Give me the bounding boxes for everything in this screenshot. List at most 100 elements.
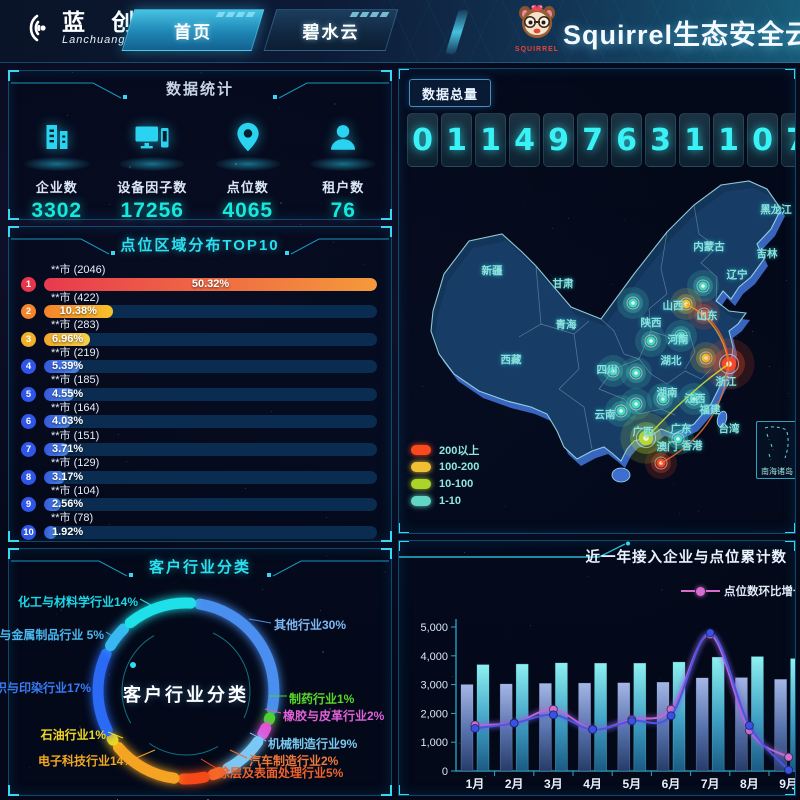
panel-title: 近一年接入企业与点位累计数 [586,546,788,567]
panel-corner-decoration [8,531,19,542]
rank-badge: 3 [21,332,36,347]
squirrel-mascot: SQUIRREL [512,3,562,53]
panel-corner-decoration [8,209,19,220]
province-label: 福建 [699,403,721,416]
top10-bar-line: 10 1.92% [21,525,377,539]
trend-line-marker [706,629,714,637]
mascot-caption: SQUIRREL [512,46,562,53]
top10-bar-line: 8 3.17% [21,470,377,484]
stat-glow-base [119,157,185,171]
top10-row-label: **市 (422) [51,292,377,305]
stat-value: 3302 [31,199,82,223]
province-label: 黑龙江 [760,203,792,216]
top10-percent-label: 4.03% [52,415,83,428]
donut-segment [130,603,190,623]
y-axis-tick-label: 3,000 [420,680,448,692]
trend-line-marker [785,766,793,774]
tab-home[interactable]: 首页 [128,9,258,51]
panel-corner-decoration [381,531,392,542]
panel-corner-decoration [381,226,392,237]
stat-item: 点位数 4065 [200,109,296,223]
stat-label: 设备因子数 [117,177,187,196]
top10-bar-track: 1.92% [44,526,377,539]
panel-corner-decoration [785,785,796,796]
counter-digit: 0 [747,113,778,167]
building-icon [39,109,75,155]
x-axis-month-label: 5月 [622,777,641,791]
lanchuang-logo-icon [16,10,52,46]
donut-inner-arc-decoration [122,636,154,723]
stat-glow-base [215,157,281,171]
province-label: 浙江 [716,375,737,388]
trend-legend-item[interactable]: 点位数环比增长率 [681,583,796,599]
map-legend-label: 200以上 [439,442,479,458]
province-label: 四川 [597,364,618,376]
trend-bar [539,683,551,771]
donut-label: 其他行业30% [274,616,346,633]
counter-digit: 9 [543,113,574,167]
device-icon [132,109,172,155]
map-legend-item[interactable]: 1-10 [411,492,479,509]
top10-percent-label: 3.71% [52,443,83,456]
counter-digit: 3 [645,113,676,167]
map-legend-item[interactable]: 10-100 [411,475,479,492]
top10-bar-track: 3.71% [44,443,377,456]
top10-row-label: **市 (164) [51,402,377,415]
top10-row-label: **市 (129) [51,457,377,470]
province-label: 青海 [556,318,577,331]
stat-label: 企业数 [36,177,78,196]
top10-bar-line: 1 50.32% [21,277,377,291]
x-axis-month-label: 8月 [740,777,759,791]
counter-digit: 1 [713,113,744,167]
top10-bar-list: **市 (2046) 1 50.32% **市 (422) 2 10.38% **市 (28… [21,264,377,540]
top10-row-label: **市 (283) [51,319,377,332]
map-legend-item[interactable]: 200以上 [411,441,479,458]
donut-label: 钢铁与金属制品行业 5% [0,626,104,643]
province-label: 陕西 [641,316,662,329]
x-axis-month-label: 2月 [505,777,524,791]
top10-bar-track: 6.96% [44,333,377,346]
top10-row-label: **市 (78) [51,512,377,525]
legend-dot [696,587,705,596]
panel-corner-decoration [8,226,19,237]
donut-inner-arc-decoration [149,743,218,755]
inset-islands-icon [757,424,795,468]
top10-bar-line: 5 4.55% [21,387,377,401]
stat-value: 76 [331,199,356,223]
donut-inner-dot-decoration [130,662,136,668]
panel-corner-decoration [398,540,409,551]
top10-row: **市 (2046) 1 50.32% [21,264,377,292]
panel-data-statistics: 数据统计 企业数 3302 设备因子数 17256 点位数 4065 租户数 76 [8,70,392,220]
data-total-counter: 011497631107 [407,113,796,167]
top10-bar-track: 50.32% [44,278,377,291]
map-legend-swatch [411,462,431,472]
stat-label: 点位数 [227,177,269,196]
panel-title: 客户行业分类 [9,556,391,577]
top10-bar-track: 4.55% [44,388,377,401]
panel-region-top10: 点位区域分布TOP10 **市 (2046) 1 50.32% **市 (422) 2 1… [8,226,392,542]
donut-label: 石油行业1% [41,726,106,743]
rank-badge: 1 [21,277,36,292]
top10-percent-label: 6.96% [52,333,83,346]
top10-row-label: **市 (2046) [51,264,377,277]
tab-bishuiyun[interactable]: 碧水云 [270,9,392,51]
x-axis-month-label: 4月 [583,777,602,791]
map-heat-spot-teal [635,325,667,357]
stat-label: 租户数 [322,177,364,196]
top10-bar-line: 3 6.96% [21,332,377,346]
trend-line-marker [785,753,793,761]
donut-label: 橡胶与皮革行业2% [283,707,384,724]
map-legend-label: 1-10 [439,495,461,507]
donut-label-leader-line [249,619,271,623]
stat-glow-base [310,157,376,171]
map-legend: 200以上 100-200 10-100 1-10 [411,441,479,509]
province-label: 湖北 [661,354,682,367]
inset-label: 南海诸岛 [757,466,796,477]
map-legend-item[interactable]: 100-200 [411,458,479,475]
province-label: 台湾 [719,422,740,435]
user-icon [326,109,360,155]
x-axis-month-label: 6月 [662,777,681,791]
stat-value: 17256 [121,199,184,223]
panel-corner-decoration [381,209,392,220]
rank-badge: 10 [21,525,36,540]
